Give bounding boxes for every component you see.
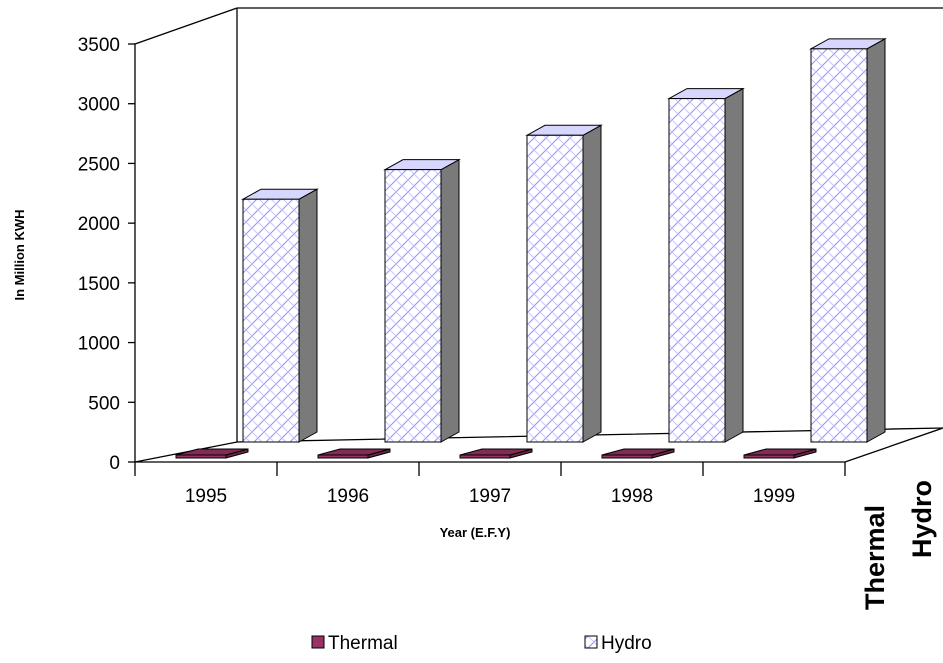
thermal-bar-1999 xyxy=(743,448,817,459)
x-tick-label: 1999 xyxy=(753,486,795,507)
x-tick-label: 1995 xyxy=(185,486,227,507)
y-axis-title: In Million KWH xyxy=(12,210,27,301)
thermal-bar-1995 xyxy=(175,448,249,459)
thermal-bar-1996 xyxy=(317,448,391,459)
x-axis-title: Year (E.F.Y) xyxy=(440,525,511,540)
y-tick-label: 2000 xyxy=(78,214,120,235)
legend: Thermal Hydro xyxy=(311,633,652,654)
back-wall-outline xyxy=(236,7,943,442)
x-tick-label: 1998 xyxy=(611,486,653,507)
hydro-bar-1998 xyxy=(667,87,745,443)
y-tick-label: 3500 xyxy=(78,35,120,56)
legend-label-hydro: Hydro xyxy=(601,633,652,654)
y-tick-label: 2500 xyxy=(78,154,120,175)
side-wall-outline xyxy=(134,7,238,462)
y-axis: 0 500 1000 1500 2000 2500 3000 3500 xyxy=(78,35,135,474)
hydro-bar-1995 xyxy=(241,188,319,443)
legend-swatch-hydro xyxy=(584,635,598,649)
legend-swatch-thermal xyxy=(311,635,325,649)
hydro-bar-1996 xyxy=(383,158,461,443)
thermal-bar-1998 xyxy=(601,448,675,459)
y-tick-label: 1000 xyxy=(78,334,120,355)
thermal-series xyxy=(175,448,817,459)
x-tick-label: 1996 xyxy=(327,486,369,507)
y-tick-label: 0 xyxy=(109,453,120,474)
y-tick-label: 3000 xyxy=(78,95,120,116)
depth-label-thermal: Thermal xyxy=(860,505,890,610)
x-axis: 1995 1996 1997 1998 1999 xyxy=(134,462,846,507)
hydro-series xyxy=(241,37,887,443)
thermal-bar-1997 xyxy=(459,448,533,459)
hydro-bar-1997 xyxy=(525,124,603,443)
x-tick-label: 1997 xyxy=(469,486,511,507)
legend-label-thermal: Thermal xyxy=(328,633,398,654)
y-tick-label: 1500 xyxy=(78,274,120,295)
hydro-bar-1999 xyxy=(809,37,887,443)
depth-label-hydro: Hydro xyxy=(907,480,937,558)
y-tick-label: 500 xyxy=(88,393,120,414)
